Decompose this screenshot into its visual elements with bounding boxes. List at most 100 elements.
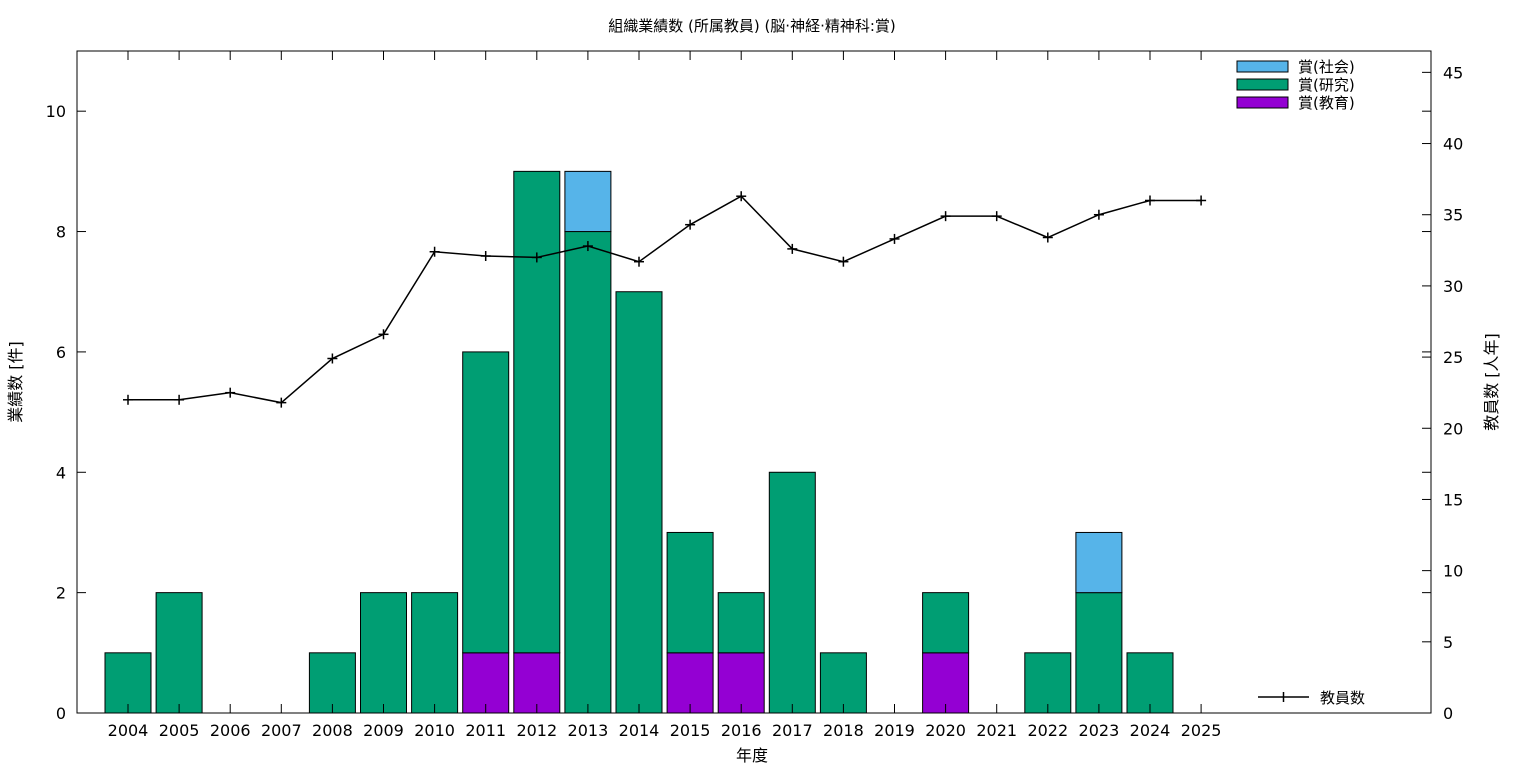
x-tick-label-2011: 2011 bbox=[465, 721, 506, 740]
bar-2020-series-1 bbox=[922, 592, 970, 654]
y2-tick-label-25: 25 bbox=[1443, 348, 1463, 367]
x-tick-label-2020: 2020 bbox=[925, 721, 966, 740]
y-tick-label-4: 4 bbox=[56, 463, 66, 482]
x-tick-label-2022: 2022 bbox=[1027, 721, 1068, 740]
x-tick-label-2019: 2019 bbox=[874, 721, 915, 740]
x-tick-label-2021: 2021 bbox=[976, 721, 1017, 740]
line-point-2023 bbox=[1093, 209, 1104, 220]
bar-2010-series-1 bbox=[411, 592, 459, 714]
y-tick-label-8: 8 bbox=[56, 223, 66, 242]
x-tick-label-2006: 2006 bbox=[210, 721, 251, 740]
legend-label-line: 教員数 bbox=[1320, 689, 1365, 707]
line-point-2020 bbox=[940, 211, 951, 222]
legend-label-2: 賞(教育) bbox=[1298, 94, 1355, 112]
legend-swatch-0 bbox=[1236, 60, 1289, 73]
x-tick-label-2004: 2004 bbox=[108, 721, 149, 740]
bar-2023-series-1 bbox=[1075, 592, 1123, 714]
line-point-2014 bbox=[634, 256, 644, 267]
line-point-2016 bbox=[736, 191, 747, 202]
bar-2013-series-2 bbox=[564, 170, 612, 233]
axes-layer: 0 2 4 6 8 10 0 5 10 15 2025 30 35 40 45 2004 2005 2006 200… bbox=[46, 50, 1463, 740]
y-tick-label-6: 6 bbox=[56, 343, 66, 362]
line-layer bbox=[123, 191, 1207, 408]
line-point-2019 bbox=[889, 233, 900, 244]
bar-2015-series-1 bbox=[666, 531, 714, 654]
bar-2012-series-0 bbox=[513, 652, 561, 714]
line-point-2015 bbox=[685, 219, 696, 230]
line-point-2008 bbox=[327, 353, 338, 364]
bar-2022-series-1 bbox=[1024, 652, 1072, 714]
bar-2024-series-1 bbox=[1126, 652, 1174, 714]
bar-2008-series-1 bbox=[308, 652, 356, 714]
bar-2017-series-1 bbox=[768, 471, 816, 714]
y2-axis-label: 教員数 [人年] bbox=[1482, 333, 1501, 431]
line-point-2013 bbox=[582, 241, 593, 252]
bar-2011-series-1 bbox=[462, 351, 510, 654]
line-point-2007 bbox=[276, 397, 287, 408]
y2-tick-label-30: 30 bbox=[1443, 277, 1463, 296]
x-tick-label-2018: 2018 bbox=[823, 721, 864, 740]
x-tick-label-2007: 2007 bbox=[261, 721, 302, 740]
bar-2016-series-1 bbox=[717, 592, 765, 654]
bar-2018-series-1 bbox=[819, 652, 867, 714]
line-point-2009 bbox=[378, 329, 389, 340]
y2-tick-label-5: 5 bbox=[1443, 633, 1453, 652]
bars-layer bbox=[104, 170, 1174, 714]
line-point-2017 bbox=[787, 243, 798, 254]
x-tick-label-2013: 2013 bbox=[568, 721, 609, 740]
legend-swatch-2 bbox=[1236, 96, 1289, 109]
line-point-2021 bbox=[991, 211, 1002, 222]
y-tick-label-0: 0 bbox=[56, 704, 66, 723]
x-tick-label-2025: 2025 bbox=[1181, 721, 1222, 740]
x-tick-label-2008: 2008 bbox=[312, 721, 353, 740]
bar-2016-series-0 bbox=[717, 652, 765, 714]
y2-tick-label-45: 45 bbox=[1443, 63, 1463, 82]
line-series-path bbox=[128, 195, 1202, 404]
y-tick-label-10: 10 bbox=[46, 102, 66, 121]
legend-swatch-1 bbox=[1236, 78, 1289, 91]
x-tick-label-2010: 2010 bbox=[414, 721, 455, 740]
line-point-2011 bbox=[480, 251, 491, 262]
plot-frame bbox=[76, 50, 1432, 714]
legend: 賞(社会)賞(研究)賞(教育) 教員数 bbox=[1236, 58, 1365, 707]
bar-2013-series-1 bbox=[564, 231, 612, 714]
line-point-2025 bbox=[1196, 195, 1207, 206]
y2-tick-label-10: 10 bbox=[1443, 562, 1463, 581]
line-point-2006 bbox=[225, 387, 236, 398]
x-tick-label-2015: 2015 bbox=[670, 721, 711, 740]
line-point-2005 bbox=[174, 394, 185, 405]
y2-tick-label-15: 15 bbox=[1443, 490, 1463, 509]
bar-2011-series-0 bbox=[462, 652, 510, 714]
y2-tick-label-35: 35 bbox=[1443, 206, 1463, 225]
chart-title: 組織業績数 (所属教員) (脳·神経·精神科:賞) bbox=[608, 17, 896, 35]
y-tick-label-2: 2 bbox=[56, 584, 66, 603]
y-axis-label: 業績数 [件] bbox=[6, 341, 25, 423]
x-tick-label-2012: 2012 bbox=[516, 721, 557, 740]
x-axis-label: 年度 bbox=[736, 746, 768, 765]
line-point-2018 bbox=[838, 256, 849, 267]
legend-label-0: 賞(社会) bbox=[1298, 58, 1355, 76]
bar-2005-series-1 bbox=[155, 592, 203, 714]
x-tick-label-2014: 2014 bbox=[619, 721, 660, 740]
bar-2015-series-0 bbox=[666, 652, 714, 714]
line-point-2004 bbox=[123, 394, 133, 405]
y2-tick-label-0: 0 bbox=[1443, 704, 1453, 723]
bar-2009-series-1 bbox=[360, 592, 407, 714]
line-point-2024 bbox=[1145, 195, 1155, 206]
legend-label-1: 賞(研究) bbox=[1298, 76, 1355, 94]
bar-2020-series-0 bbox=[922, 652, 970, 714]
bar-2012-series-1 bbox=[513, 170, 561, 654]
bar-2014-series-1 bbox=[615, 291, 663, 714]
x-tick-label-2009: 2009 bbox=[363, 721, 404, 740]
x-tick-label-2017: 2017 bbox=[772, 721, 813, 740]
x-tick-label-2024: 2024 bbox=[1130, 721, 1171, 740]
line-point-2012 bbox=[531, 252, 542, 263]
bar-2023-series-2 bbox=[1075, 531, 1123, 594]
x-tick-label-2016: 2016 bbox=[721, 721, 762, 740]
bar-2004-series-1 bbox=[104, 652, 152, 714]
x-tick-label-2005: 2005 bbox=[159, 721, 200, 740]
y2-tick-label-40: 40 bbox=[1443, 135, 1463, 154]
line-point-2010 bbox=[429, 246, 440, 257]
